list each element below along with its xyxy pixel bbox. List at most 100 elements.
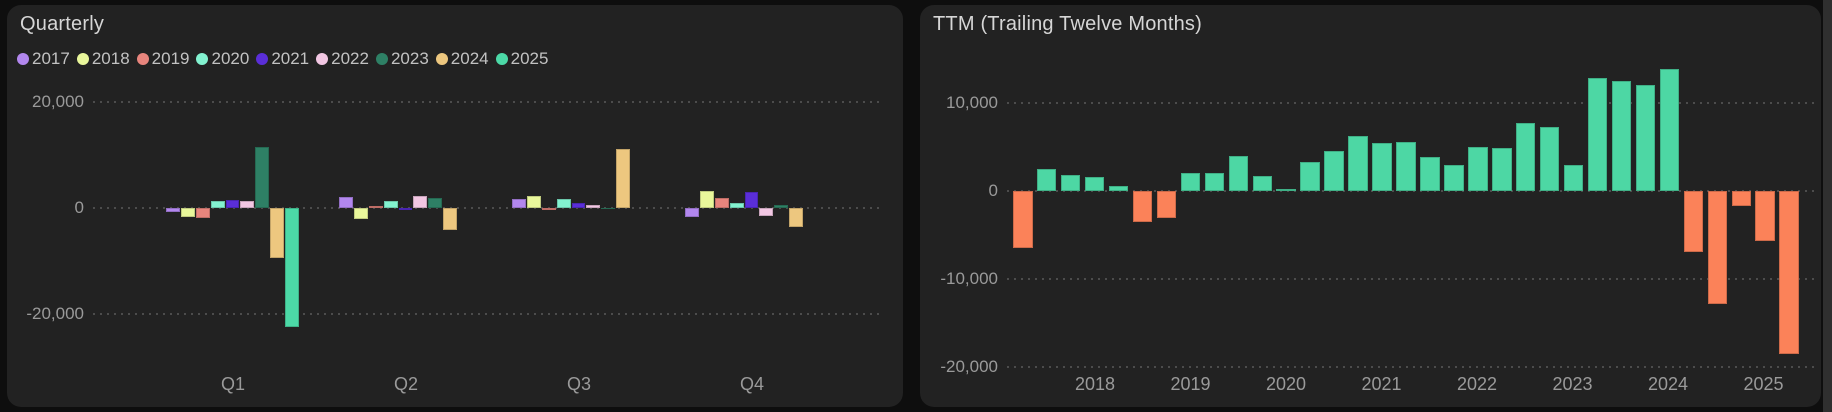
bar-2017-q4[interactable] — [685, 208, 700, 217]
ttm-gridline-0 — [1007, 190, 1815, 192]
bar-2018-q4[interactable] — [700, 190, 714, 208]
ttm-bar-2023-q4[interactable] — [1659, 68, 1680, 191]
ttm-bar-2024-q4[interactable] — [1755, 191, 1775, 242]
legend-swatch-2024 — [435, 52, 448, 65]
bar-2022-q3[interactable] — [586, 205, 601, 208]
bar-2021-q4[interactable] — [744, 191, 759, 208]
legend-swatch-2022 — [316, 52, 329, 65]
ttm-gridline-10,000 — [1007, 102, 1815, 104]
ttm-bar-2019-q2[interactable] — [1228, 155, 1249, 191]
ttm-bar-2020-q2[interactable] — [1324, 151, 1344, 191]
ttm-bar-2024-q1[interactable] — [1683, 191, 1704, 252]
ttm-bar-2020-q1[interactable] — [1300, 161, 1320, 191]
quarterly-panel: Quarterly 2017 2018 2019 2020 2021 2022 2023 20… — [7, 5, 903, 407]
ttm-bar-2023-q2[interactable] — [1611, 81, 1632, 191]
legend-item-2020[interactable]: 2020 — [196, 50, 249, 67]
legend-item-2025[interactable]: 2025 — [495, 50, 548, 67]
legend-item-2021[interactable]: 2021 — [256, 50, 309, 67]
legend-item-2022[interactable]: 2022 — [316, 50, 369, 67]
bar-2019-q2[interactable] — [369, 205, 383, 208]
bar-2020-q4[interactable] — [729, 202, 744, 208]
legend-label-2024: 2024 — [450, 49, 489, 68]
bar-2018-q3[interactable] — [527, 196, 541, 208]
ttm-bar-2019-q1[interactable] — [1204, 173, 1225, 191]
legend-item-2018[interactable]: 2018 — [76, 49, 130, 68]
bar-2019-q3[interactable] — [542, 208, 556, 210]
ttm-bar-2024-q2[interactable] — [1707, 191, 1728, 304]
ttm-bar-2018-q3[interactable] — [1156, 191, 1177, 219]
bar-2020-q3[interactable] — [556, 198, 571, 208]
bar-2018-q2[interactable] — [354, 208, 368, 220]
ttm-bar-2017-q1[interactable] — [1013, 191, 1033, 249]
quarterly-x-axis-label-q1: Q1 — [220, 374, 245, 394]
bar-2021-q2[interactable] — [398, 208, 413, 211]
ttm-bar-2021-q3[interactable] — [1444, 164, 1464, 191]
bar-2024-q3[interactable] — [616, 148, 630, 208]
ttm-bar-2022-q4[interactable] — [1563, 165, 1584, 191]
ttm-bar-2019-q4[interactable] — [1276, 189, 1296, 191]
legend-swatch-2020 — [196, 52, 209, 65]
bar-2021-q3[interactable] — [571, 202, 586, 208]
quarterly-title: Quarterly — [20, 13, 105, 35]
quarterly-x-axis-label-q3: Q3 — [566, 374, 591, 394]
bar-2024-q1[interactable] — [270, 208, 284, 259]
ttm-x-axis-label-2022: 2022 — [1456, 374, 1498, 394]
ttm-gridline--10,000 — [1007, 278, 1815, 280]
bar-2021-q1[interactable] — [225, 200, 240, 208]
legend-item-2019[interactable]: 2019 — [136, 50, 189, 67]
bar-2024-q4[interactable] — [789, 208, 803, 228]
legend-swatch-2023 — [375, 52, 388, 65]
bar-2019-q1[interactable] — [196, 208, 210, 219]
ttm-bar-2021-q4[interactable] — [1468, 147, 1488, 191]
ttm-x-axis-label-2025: 2025 — [1743, 374, 1784, 394]
ttm-bar-2024-q3[interactable] — [1731, 191, 1751, 206]
ttm-bar-2017-q4[interactable] — [1084, 176, 1105, 191]
ttm-bar-2021-q2[interactable] — [1420, 156, 1440, 191]
ttm-bar-2022-q1[interactable] — [1492, 147, 1512, 191]
bar-2019-q4[interactable] — [715, 198, 729, 208]
ttm-bar-2017-q2[interactable] — [1036, 169, 1057, 191]
legend-swatch-2018 — [76, 52, 89, 65]
ttm-bar-2020-q3[interactable] — [1348, 135, 1368, 191]
bar-2017-q2[interactable] — [339, 196, 354, 208]
bar-2017-q1[interactable] — [166, 208, 181, 212]
ttm-y-axis-label: -20,000 — [940, 357, 998, 376]
bar-2018-q1[interactable] — [181, 208, 195, 217]
ttm-bar-2019-q3[interactable] — [1252, 176, 1272, 191]
ttm-title: TTM (Trailing Twelve Months) — [933, 13, 1202, 35]
quarterly-x-axis-label-q4: Q4 — [739, 374, 764, 394]
bar-2022-q2[interactable] — [413, 196, 428, 208]
legend-item-2023[interactable]: 2023 — [375, 50, 429, 67]
quarterly-legend: 2017 2018 2019 2020 2021 2022 2023 2024 2025 — [17, 50, 548, 67]
ttm-bar-2021-q1[interactable] — [1396, 141, 1416, 191]
legend-item-2024[interactable]: 2024 — [435, 49, 489, 68]
ttm-bar-2023-q3[interactable] — [1635, 85, 1656, 191]
ttm-x-axis-label-2024: 2024 — [1647, 374, 1689, 394]
ttm-bar-2023-q1[interactable] — [1587, 78, 1608, 191]
ttm-bar-2017-q3[interactable] — [1060, 175, 1081, 191]
bar-2023-q1[interactable] — [255, 147, 269, 208]
ttm-x-axis-label-2023: 2023 — [1552, 374, 1593, 394]
ttm-bar-2022-q3[interactable] — [1539, 126, 1560, 191]
bar-2024-q2[interactable] — [443, 208, 457, 231]
ttm-bar-2020-q4[interactable] — [1372, 143, 1392, 191]
ttm-y-axis-label: 10,000 — [946, 93, 998, 112]
legend-label-2017: 2017 — [32, 49, 70, 68]
ttm-bar-2025-q1[interactable] — [1779, 191, 1799, 354]
bar-2023-q2[interactable] — [428, 197, 442, 208]
bar-2022-q1[interactable] — [240, 201, 255, 208]
bar-2017-q3[interactable] — [512, 198, 527, 208]
ttm-bar-2018-q1[interactable] — [1108, 185, 1129, 191]
bar-2023-q3[interactable] — [601, 208, 615, 210]
ttm-bar-2018-q4[interactable] — [1180, 172, 1201, 191]
legend-label-2018: 2018 — [91, 49, 130, 68]
bar-2022-q4[interactable] — [759, 208, 774, 216]
bar-2025-q1[interactable] — [284, 208, 299, 328]
ttm-bar-2018-q2[interactable] — [1132, 191, 1153, 222]
ttm-bar-2022-q2[interactable] — [1515, 123, 1536, 191]
bar-2020-q2[interactable] — [383, 201, 398, 208]
bar-2020-q1[interactable] — [210, 201, 225, 208]
legend-item-2017[interactable]: 2017 — [17, 50, 70, 67]
legend-swatch-2017 — [17, 52, 29, 65]
bar-2023-q4[interactable] — [774, 204, 788, 208]
